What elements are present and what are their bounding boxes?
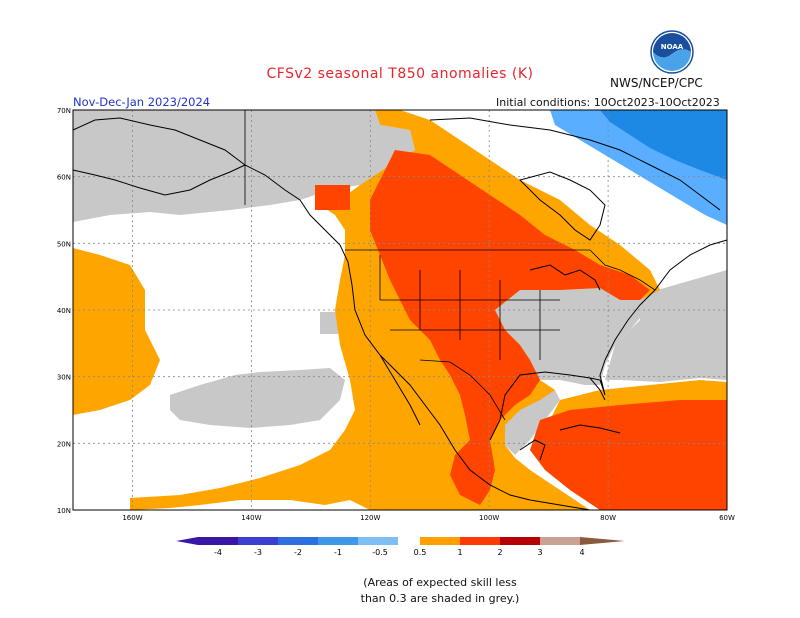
legend-arrow-right [580, 537, 625, 545]
legend-swatch-8 [500, 537, 540, 545]
legend-swatch-3 [318, 537, 358, 545]
caribbean-red-region [530, 400, 727, 510]
agency-label: NWS/NCEP/CPC [610, 76, 703, 90]
lat-label-60: 60N [57, 174, 71, 182]
anomaly-negative [550, 110, 727, 225]
legend-label-6: 1 [457, 548, 462, 557]
pacific-coast [339, 244, 591, 511]
initial-conditions-label: Initial conditions: 10Oct2023-10Oct2023 [496, 96, 720, 109]
skill-caption-line2: than 0.3 are shaded in grey.) [360, 592, 520, 605]
legend-label-2: -2 [294, 548, 302, 557]
map-frame [72, 109, 728, 511]
anomaly-1-to-2 [315, 150, 727, 510]
lon-label-100w: 100W [479, 514, 499, 522]
lat-label-20: 20N [57, 440, 71, 448]
lon-label-140w: 140W [241, 514, 261, 522]
florida-coast [589, 359, 606, 396]
lat-label-30: 30N [57, 374, 71, 382]
eastern-us-grey-region [495, 288, 645, 385]
coastlines [72, 117, 728, 511]
cuba-coast [559, 424, 621, 434]
lon-label-120w: 120W [360, 514, 380, 522]
legend-swatch-5 [398, 537, 420, 545]
aleutian-coast [72, 164, 246, 196]
legend-swatch-0 [198, 537, 238, 545]
lon-label-60w: 60W [719, 514, 735, 522]
legend-label-7: 2 [497, 548, 502, 557]
small-grey-patch-a [320, 312, 338, 334]
alaska-coast [72, 117, 341, 246]
baja-coast [379, 354, 421, 426]
map-title: CFSv2 seasonal T850 anomalies (K) [266, 66, 534, 82]
legend-label-8: 3 [537, 548, 542, 557]
legend-label-3: -1 [334, 548, 342, 557]
lat-label-10: 10N [57, 507, 71, 515]
lat-label-70: 70N [57, 107, 71, 115]
legend-swatch-4 [358, 537, 398, 545]
legend-label-9: 4 [579, 548, 584, 557]
legend-swatch-7 [460, 537, 500, 545]
lat-label-40: 40N [57, 307, 71, 315]
bc-red-patch [315, 185, 350, 210]
lat-labels: 70N 60N 50N 40N 30N 20N 10N [57, 107, 71, 515]
central-red-region [370, 150, 650, 505]
lon-label-160w: 160W [122, 514, 142, 522]
season-label: Nov-Dec-Jan 2023/2024 [73, 95, 211, 109]
lat-label-50: 50N [57, 240, 71, 248]
arctic-blue-region [600, 110, 727, 180]
legend-swatch-2 [278, 537, 318, 545]
color-legend: -4 -3 -2 -1 -0.5 0.5 1 2 3 4 [176, 537, 625, 557]
great-lakes [529, 264, 601, 291]
lat-lon-grid [73, 110, 727, 510]
yucatan-coast [519, 439, 546, 461]
legend-label-5: 0.5 [414, 548, 427, 557]
legend-label-4: -0.5 [372, 548, 388, 557]
lon-label-80w: 80W [600, 514, 616, 522]
gulf-coast [489, 371, 606, 441]
atlantic-grey-region [605, 270, 727, 382]
legend-swatch-9 [540, 537, 580, 545]
legend-label-0: -4 [214, 548, 222, 557]
hudson-bay-coast [519, 171, 606, 241]
arctic-islands [429, 117, 721, 211]
legend-swatch-6 [420, 537, 460, 545]
borders [244, 110, 656, 421]
legend-arrow-left [176, 537, 198, 545]
lon-labels: 160W 140W 120W 100W 80W 60W [122, 514, 735, 522]
pacific-orange-region [73, 248, 160, 415]
legend-swatch-1 [238, 537, 278, 545]
logo-text: NOAA [661, 43, 684, 51]
noaa-logo: NOAA [650, 30, 694, 74]
legend-labels: -4 -3 -2 -1 -0.5 0.5 1 2 3 4 [214, 548, 585, 557]
skill-caption-line1: (Areas of expected skill less [363, 576, 517, 589]
pacific-grey-region [170, 368, 345, 428]
legend-label-1: -3 [254, 548, 262, 557]
